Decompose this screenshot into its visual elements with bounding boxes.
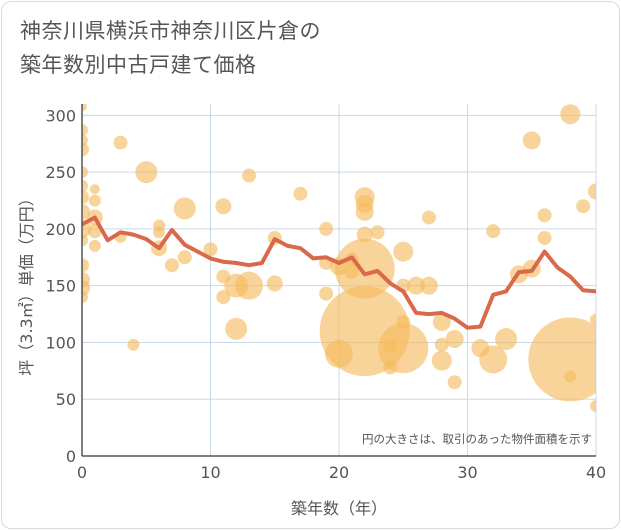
bubble-point	[203, 242, 218, 257]
bubble-size-note: 円の大きさは、取引のあった物件面積を示す	[362, 432, 592, 446]
bubble-point	[82, 124, 88, 137]
chart-title-line-1: 神奈川県横浜市神奈川区片倉の	[20, 19, 321, 43]
y-tick-label: 100	[45, 333, 76, 352]
bubble-point	[82, 190, 89, 205]
bubble-point	[82, 179, 88, 192]
bubble-point	[588, 183, 596, 200]
bubble-point	[334, 238, 395, 299]
bubble-point	[82, 234, 88, 247]
bubble-point	[164, 258, 179, 273]
tick-labels: 0 10 20 30 40 0 50 100 150 200 250 300	[45, 106, 606, 482]
bubble-point	[319, 286, 334, 301]
grid	[82, 104, 597, 456]
bubble-point	[82, 104, 87, 112]
bubble-series	[82, 104, 596, 413]
y-tick-label: 0	[66, 447, 76, 466]
bubble-point	[82, 166, 88, 179]
bubble-point	[88, 194, 101, 207]
bubble-point	[135, 161, 158, 184]
bubble-point	[216, 290, 231, 305]
bubble-point	[242, 168, 257, 183]
y-tick-label: 200	[45, 220, 76, 239]
x-tick-label: 20	[329, 463, 349, 482]
bubble-point	[419, 276, 438, 295]
bubble-point	[215, 198, 232, 215]
bubble-point	[127, 338, 140, 351]
bubble-point	[445, 330, 464, 349]
bubble-point	[590, 400, 596, 413]
y-tick-label: 50	[56, 390, 76, 409]
y-axis-label: 坪（3.3㎡）単価（万円）	[17, 190, 36, 375]
bubble-point	[407, 276, 426, 295]
bubble-point	[447, 375, 462, 390]
x-tick-label: 10	[200, 463, 220, 482]
bubble-point	[486, 224, 501, 239]
bubble-point	[319, 221, 334, 236]
bubble-point	[528, 317, 596, 402]
bubble-point	[378, 323, 429, 374]
bubble-point	[82, 142, 89, 157]
bubble-point	[537, 208, 552, 223]
average-price-line	[82, 215, 596, 330]
bubble-point	[432, 313, 451, 332]
axes	[81, 104, 596, 457]
bubble-point	[177, 250, 192, 265]
bubble-point	[173, 197, 196, 220]
bubble-point	[522, 131, 541, 150]
bubble-point	[266, 275, 283, 292]
bubble-point	[355, 202, 374, 221]
bubble-point	[393, 241, 414, 262]
bubble-point	[434, 337, 449, 352]
x-tick-label: 30	[457, 463, 477, 482]
bubble-point	[225, 317, 248, 340]
bubble-point	[576, 199, 591, 214]
bubble-point	[89, 184, 100, 195]
bubble-point	[370, 225, 385, 240]
y-tick-label: 250	[45, 163, 76, 182]
chart-title-line-2: 築年数別中古戸建て価格	[20, 53, 257, 77]
x-axis-label: 築年数（年）	[291, 499, 387, 518]
bubble-point	[82, 258, 89, 273]
x-tick-label: 0	[77, 463, 87, 482]
bubble-point	[113, 135, 128, 150]
bubble-point	[421, 210, 436, 225]
y-tick-label: 300	[45, 106, 76, 125]
bubble-point	[88, 239, 101, 252]
y-tick-label: 150	[45, 277, 76, 296]
bubble-point	[590, 313, 596, 326]
bubble-point	[560, 104, 581, 125]
bubble-point	[153, 226, 166, 239]
bubble-point	[293, 186, 308, 201]
x-tick-label: 40	[586, 463, 606, 482]
bubble-point	[431, 350, 452, 371]
chart-title: 神奈川県横浜市神奈川区片倉の 築年数別中古戸建て価格	[20, 14, 540, 82]
bubble-point	[82, 291, 88, 304]
bubble-point	[495, 328, 518, 351]
bubble-point	[235, 271, 264, 300]
bubble-point	[356, 226, 373, 243]
bubble-point	[479, 345, 508, 374]
average-line-series	[82, 215, 596, 330]
bubble-point	[537, 230, 552, 245]
